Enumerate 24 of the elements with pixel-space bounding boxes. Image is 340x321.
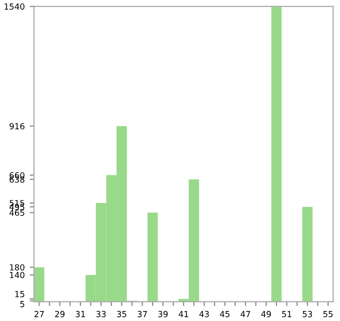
x-tick-label: 37	[138, 310, 147, 318]
x-tick-label: 47	[240, 311, 250, 318]
x-tick-label: 31	[76, 310, 85, 318]
x-tick-label: 29	[55, 310, 65, 318]
y-tick-label: 660	[10, 172, 24, 178]
x-tick-label: 53	[302, 310, 312, 318]
x-tick-label: 41	[178, 311, 188, 318]
x-tick-label: 33	[96, 310, 106, 318]
y-tick-label: 638	[10, 176, 24, 183]
y-tick-label: 465	[9, 210, 24, 216]
x-tick-label: 43	[199, 310, 209, 318]
y-tick-label: 180	[10, 264, 24, 271]
y-tick-label: 916	[10, 123, 24, 130]
x-tick-label: 45	[220, 311, 230, 318]
x-tick-label: 27	[34, 310, 44, 318]
y-tick-label: 15	[15, 291, 24, 298]
x-tick-label: 39	[158, 310, 168, 318]
y-tick-label: 140	[10, 272, 24, 278]
x-tick-label: 55	[323, 311, 333, 318]
x-tick-label: 51	[282, 311, 292, 318]
x-tick-label: 35	[117, 310, 126, 318]
x-tick-label: 49	[261, 310, 271, 318]
y-tick-label: 1540	[4, 3, 24, 10]
y-tick-label: 5	[20, 301, 24, 308]
